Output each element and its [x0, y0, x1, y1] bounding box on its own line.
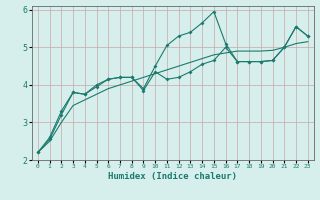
- X-axis label: Humidex (Indice chaleur): Humidex (Indice chaleur): [108, 172, 237, 181]
